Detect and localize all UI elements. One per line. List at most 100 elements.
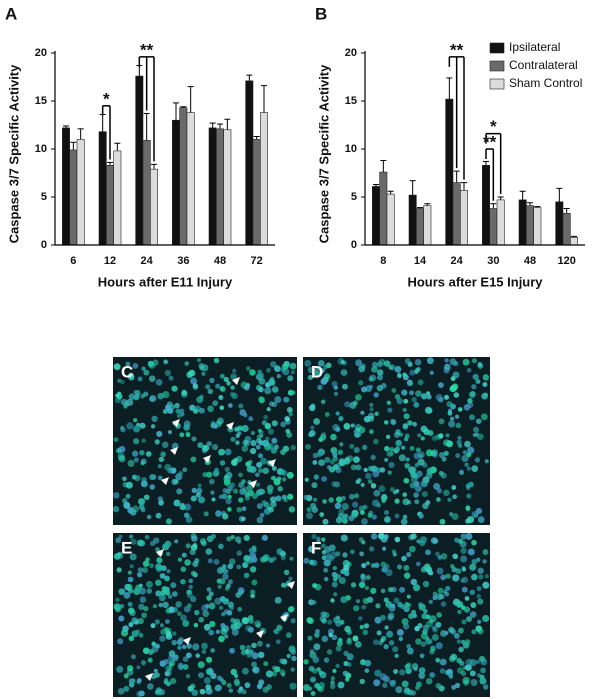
cell	[349, 443, 355, 449]
cell	[461, 576, 469, 583]
cell	[215, 383, 221, 389]
cell	[330, 680, 335, 685]
cell	[187, 603, 192, 608]
cell	[415, 561, 421, 567]
cell	[470, 602, 477, 608]
cell	[129, 509, 137, 516]
cell	[146, 514, 152, 520]
y-tick-label: 20	[345, 47, 357, 59]
cell	[388, 640, 395, 646]
cell	[454, 682, 461, 689]
cell	[439, 518, 446, 525]
cell	[431, 625, 437, 631]
cell	[254, 620, 262, 628]
cell	[346, 662, 352, 667]
y-axis-title: Caspase 3/7 Specific Activity	[6, 64, 21, 243]
cell	[402, 623, 410, 630]
cell	[466, 466, 472, 471]
cell	[402, 423, 409, 429]
cell	[328, 544, 336, 552]
cell	[328, 632, 333, 638]
cell	[255, 444, 261, 450]
cell	[265, 670, 273, 678]
legend-swatch	[489, 78, 505, 90]
cell	[145, 451, 152, 457]
cell	[374, 562, 380, 568]
cell	[372, 499, 380, 507]
cell	[117, 638, 124, 645]
cell	[271, 401, 278, 408]
cell	[190, 495, 197, 502]
cell	[458, 646, 464, 653]
cell	[370, 454, 376, 461]
cell	[273, 478, 281, 486]
cell	[277, 486, 283, 492]
x-tick-label: 72	[251, 255, 263, 267]
cell	[251, 579, 258, 586]
cell	[480, 413, 488, 421]
cell	[217, 584, 222, 589]
cell	[241, 689, 247, 695]
cell	[241, 516, 246, 522]
cell	[212, 400, 219, 407]
cell	[389, 364, 396, 371]
cell	[403, 413, 410, 420]
cell	[374, 669, 382, 677]
cell	[206, 587, 212, 592]
cell	[190, 456, 197, 463]
cell	[205, 384, 211, 390]
cell	[404, 358, 411, 364]
cell	[206, 471, 213, 478]
cell	[391, 419, 397, 426]
cell	[477, 619, 482, 624]
x-tick-label: 24	[141, 255, 154, 267]
cell	[322, 518, 329, 525]
cell	[423, 608, 428, 614]
cell	[457, 667, 464, 674]
cell	[215, 510, 222, 517]
cell	[226, 381, 231, 386]
cell	[255, 482, 261, 487]
cell	[264, 387, 272, 395]
cell	[117, 378, 122, 383]
cell	[280, 421, 287, 428]
cell	[177, 645, 182, 650]
cell	[141, 567, 148, 574]
cell	[331, 380, 338, 387]
cell	[330, 551, 338, 559]
cell	[482, 559, 487, 564]
cell	[325, 553, 332, 560]
cell	[155, 566, 162, 573]
y-axis-title: Caspase 3/7 Specific Activity	[316, 64, 331, 243]
cell	[313, 474, 319, 480]
cell	[410, 472, 417, 479]
cell	[435, 393, 443, 402]
cell	[242, 439, 249, 446]
cell	[373, 438, 379, 445]
cell	[382, 682, 388, 689]
cell	[335, 517, 343, 524]
cell	[152, 604, 157, 609]
cell	[465, 518, 471, 524]
cell	[241, 479, 246, 484]
cell	[425, 677, 433, 685]
cell	[316, 536, 321, 541]
cell	[321, 635, 329, 643]
cell	[469, 563, 477, 571]
cell	[168, 607, 175, 614]
cell	[332, 451, 338, 458]
cell	[197, 672, 205, 679]
cell	[117, 687, 125, 695]
cell	[404, 433, 410, 439]
cell	[258, 397, 265, 404]
cell	[419, 540, 426, 547]
cell	[380, 561, 387, 568]
cell	[457, 435, 462, 440]
cell	[162, 601, 169, 609]
cell	[205, 656, 213, 663]
cell	[268, 381, 273, 386]
cell	[460, 555, 468, 563]
cell	[157, 464, 162, 469]
cell	[401, 445, 406, 450]
cell	[452, 553, 458, 560]
